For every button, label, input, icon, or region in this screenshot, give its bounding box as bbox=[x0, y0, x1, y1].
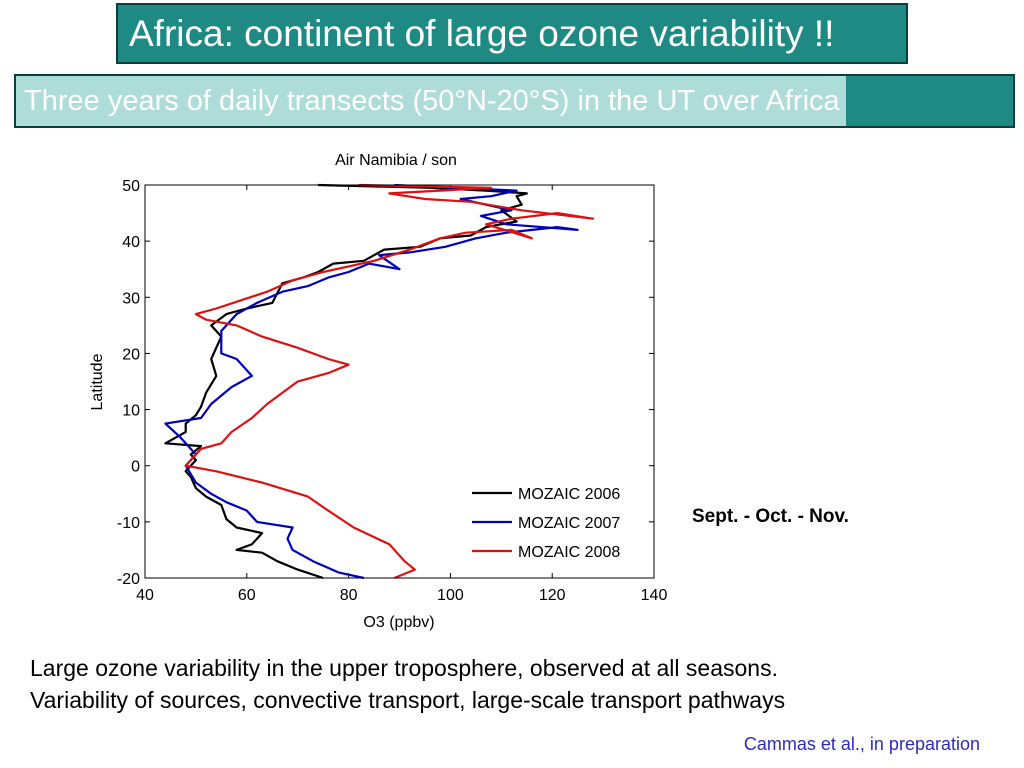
y-tick-label: -10 bbox=[117, 515, 140, 532]
data-lines bbox=[164, 183, 595, 580]
series-line bbox=[184, 183, 595, 580]
legend-label: MOZAIC 2008 bbox=[518, 544, 620, 561]
y-tick-label: 40 bbox=[122, 234, 140, 251]
x-tick-label: 60 bbox=[238, 587, 256, 604]
y-axis-label: Latitude bbox=[89, 353, 106, 410]
x-tick-label: 40 bbox=[136, 587, 154, 604]
plot-frame bbox=[144, 184, 655, 579]
y-tick-label: 0 bbox=[131, 459, 140, 476]
series-line bbox=[164, 183, 579, 580]
summary-line: Large ozone variability in the upper tro… bbox=[30, 655, 778, 681]
x-axis-label: O3 (ppbv) bbox=[363, 614, 434, 631]
citation: Cammas et al., in preparation bbox=[743, 734, 980, 754]
legend-label: MOZAIC 2006 bbox=[518, 486, 620, 503]
chart-legend: MOZAIC 2006 MOZAIC 2007 MOZAIC 2008 bbox=[472, 486, 620, 561]
slide-title: Africa: continent of large ozone variabi… bbox=[116, 3, 908, 64]
slide-subtitle: Three years of daily transects (50°N-20°… bbox=[14, 74, 1015, 128]
x-tick-label: 140 bbox=[641, 587, 668, 604]
x-tick-label: 100 bbox=[437, 587, 464, 604]
y-tick-label: -20 bbox=[117, 571, 140, 588]
chart-title: Air Namibia / son bbox=[335, 152, 457, 169]
slide-subtitle-text: Three years of daily transects (50°N-20°… bbox=[16, 76, 846, 126]
y-tick-label: 30 bbox=[122, 290, 140, 307]
y-tick-label: 10 bbox=[122, 403, 140, 420]
x-tick-label: 120 bbox=[539, 587, 566, 604]
season-label: Sept. - Oct. - Nov. bbox=[692, 506, 849, 527]
legend-label: MOZAIC 2007 bbox=[518, 515, 620, 532]
x-tick-label: 80 bbox=[340, 587, 358, 604]
plot-background bbox=[145, 185, 654, 578]
y-tick-label: 20 bbox=[122, 346, 140, 363]
summary-text: Large ozone variability in the upper tro… bbox=[30, 652, 785, 716]
y-tick-label: 50 bbox=[122, 178, 140, 195]
summary-line: Variability of sources, convective trans… bbox=[30, 687, 786, 713]
